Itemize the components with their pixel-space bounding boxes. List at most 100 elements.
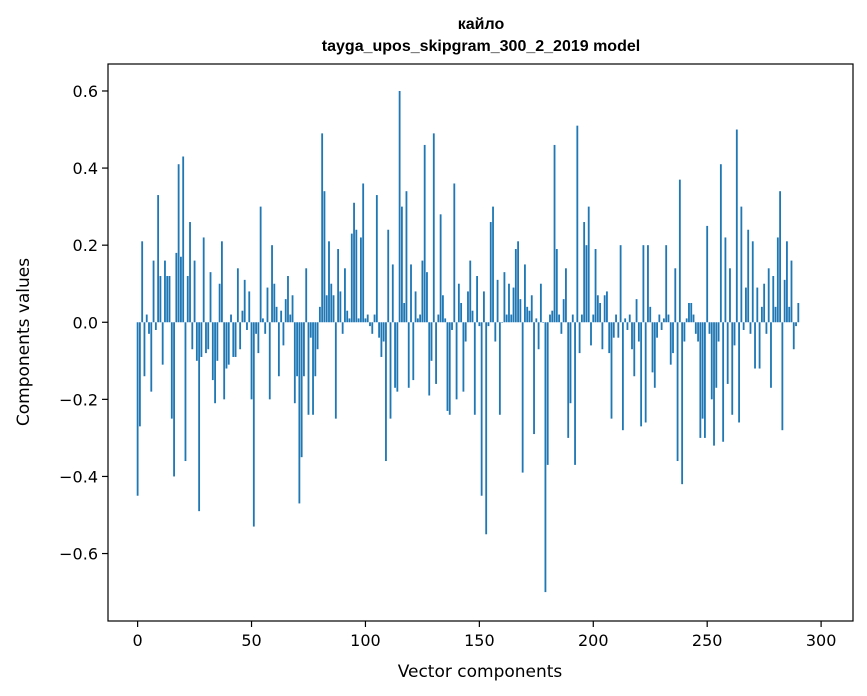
x-tick-label: 300 [806, 631, 837, 650]
bar [362, 183, 365, 323]
bar [170, 322, 173, 419]
y-axis-ticks: −0.6 −0.4 −0.2 0.0 0.2 0.4 0.6 [59, 82, 108, 564]
chart-subtitle: tayga_upos_skipgram_300_2_2019 model [322, 38, 640, 55]
bar [318, 306, 321, 323]
bar [779, 191, 781, 323]
bar [537, 322, 540, 350]
bar [742, 322, 745, 330]
bar [435, 322, 437, 384]
bar [615, 314, 617, 323]
bar [412, 322, 415, 381]
bars-group [136, 90, 800, 593]
bar [218, 283, 221, 323]
bar [330, 283, 333, 323]
bar [795, 322, 797, 327]
bar [268, 322, 271, 400]
bar [389, 322, 392, 419]
bar [236, 268, 239, 323]
bar [396, 322, 399, 392]
x-tick-label: 100 [350, 631, 381, 650]
bar [355, 229, 358, 323]
bar [309, 322, 312, 338]
bar [366, 314, 369, 323]
bar [432, 133, 435, 323]
bar [136, 322, 139, 496]
bar [177, 164, 180, 323]
bar [487, 322, 490, 327]
bar [701, 322, 704, 419]
bar [544, 322, 547, 593]
bar [674, 268, 677, 323]
bar [535, 318, 538, 323]
bar [521, 322, 524, 473]
bar [722, 322, 725, 442]
bar [341, 322, 344, 334]
bar [786, 241, 788, 323]
bar [501, 322, 504, 323]
bar [300, 322, 303, 458]
bar [704, 322, 706, 438]
bar [462, 322, 465, 392]
x-tick-label: 150 [464, 631, 495, 650]
bar [692, 314, 695, 323]
bar [216, 322, 219, 361]
bar [740, 206, 743, 323]
bar [498, 322, 501, 415]
bar [726, 322, 729, 384]
bar [610, 322, 613, 419]
bar [421, 260, 424, 323]
bar [378, 322, 381, 338]
bar [546, 322, 549, 465]
bar [373, 314, 376, 323]
bar [214, 322, 216, 404]
bar [250, 322, 253, 400]
bar [241, 310, 244, 323]
bar [512, 287, 515, 323]
bar [553, 144, 556, 323]
bar [599, 302, 602, 323]
bar [382, 322, 385, 342]
y-tick-label: 0.6 [73, 82, 98, 101]
bar [198, 322, 201, 512]
bar [662, 318, 665, 323]
y-tick-label: 0.0 [73, 313, 98, 332]
bar [710, 322, 713, 400]
bar [763, 283, 766, 323]
bar [603, 295, 606, 323]
bar [697, 322, 699, 342]
bar [293, 322, 296, 404]
bar [533, 322, 535, 435]
bar [437, 314, 440, 323]
bar [451, 322, 453, 330]
bar [289, 314, 292, 323]
bar [571, 314, 574, 323]
bar [275, 306, 278, 323]
bar [524, 264, 526, 323]
bar [772, 276, 775, 323]
bar [562, 299, 565, 323]
bar [758, 322, 761, 369]
x-tick-label: 0 [133, 631, 143, 650]
bar [179, 256, 182, 323]
bar [316, 322, 319, 350]
bar [291, 295, 294, 323]
bar [193, 260, 196, 323]
bar [715, 322, 718, 388]
bar [526, 306, 529, 323]
bar [767, 268, 770, 323]
bar [649, 306, 652, 323]
bar [619, 245, 622, 323]
bar [731, 322, 734, 415]
bar [166, 276, 169, 323]
plot-frame [107, 63, 854, 622]
bar [754, 322, 756, 369]
bar [476, 276, 478, 323]
bar [585, 245, 588, 323]
bar [357, 318, 360, 323]
bar [255, 322, 257, 334]
bar [635, 299, 638, 323]
bar [580, 314, 583, 323]
bar [173, 322, 175, 477]
bar [184, 322, 187, 462]
